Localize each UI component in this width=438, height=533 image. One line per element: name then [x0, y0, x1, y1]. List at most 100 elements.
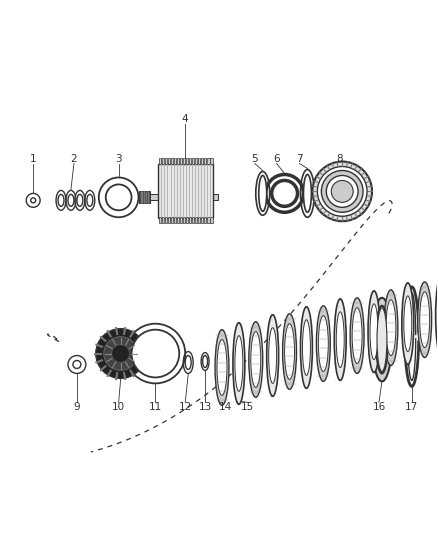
Ellipse shape: [336, 312, 344, 367]
Circle shape: [321, 171, 363, 212]
Ellipse shape: [334, 299, 346, 381]
Bar: [189, 158, 191, 164]
Bar: [162, 217, 164, 223]
Circle shape: [272, 181, 297, 206]
Ellipse shape: [235, 336, 243, 391]
Bar: [205, 217, 206, 223]
Bar: [186, 158, 188, 164]
Bar: [159, 164, 213, 218]
Circle shape: [112, 345, 130, 362]
Ellipse shape: [185, 356, 191, 369]
Ellipse shape: [352, 308, 362, 364]
Bar: [198, 217, 201, 223]
Circle shape: [318, 166, 367, 216]
Ellipse shape: [386, 300, 396, 356]
Bar: [192, 158, 194, 164]
Bar: [208, 158, 209, 164]
Text: 7: 7: [296, 154, 303, 164]
Ellipse shape: [372, 298, 392, 382]
Ellipse shape: [259, 175, 267, 211]
Bar: [174, 217, 176, 223]
Ellipse shape: [267, 315, 279, 397]
Ellipse shape: [268, 328, 277, 383]
Bar: [165, 217, 167, 223]
Ellipse shape: [303, 320, 311, 375]
Text: 10: 10: [112, 402, 125, 412]
Bar: [150, 195, 218, 200]
Bar: [205, 158, 206, 164]
Text: 14: 14: [218, 402, 232, 412]
Bar: [192, 217, 194, 223]
Ellipse shape: [370, 304, 378, 360]
Text: 2: 2: [71, 154, 77, 164]
Ellipse shape: [87, 195, 93, 206]
Ellipse shape: [283, 314, 297, 389]
Ellipse shape: [316, 306, 330, 382]
Circle shape: [104, 337, 138, 370]
Ellipse shape: [215, 330, 229, 405]
Bar: [186, 217, 188, 223]
Ellipse shape: [384, 290, 398, 366]
Bar: [177, 217, 179, 223]
Ellipse shape: [418, 282, 431, 358]
Text: 8: 8: [336, 154, 343, 164]
Ellipse shape: [285, 324, 294, 379]
Text: 9: 9: [74, 402, 80, 412]
Text: 4: 4: [182, 114, 188, 124]
Ellipse shape: [77, 195, 83, 206]
Circle shape: [73, 360, 81, 368]
Bar: [159, 158, 161, 164]
Circle shape: [96, 329, 145, 378]
Text: 3: 3: [115, 154, 122, 164]
Text: 16: 16: [372, 402, 385, 412]
Ellipse shape: [420, 292, 430, 348]
Text: 17: 17: [405, 402, 418, 412]
Circle shape: [31, 198, 35, 203]
Bar: [189, 217, 191, 223]
Bar: [201, 158, 203, 164]
Bar: [159, 217, 161, 223]
Ellipse shape: [251, 332, 261, 387]
Ellipse shape: [402, 283, 414, 365]
Ellipse shape: [318, 316, 328, 372]
Bar: [198, 158, 201, 164]
Ellipse shape: [368, 291, 380, 373]
Ellipse shape: [304, 174, 311, 212]
Bar: [183, 158, 185, 164]
Circle shape: [331, 181, 353, 203]
Text: 5: 5: [251, 154, 258, 164]
Bar: [208, 217, 209, 223]
Text: 6: 6: [273, 154, 280, 164]
Bar: [162, 158, 164, 164]
Ellipse shape: [203, 356, 208, 367]
Bar: [183, 217, 185, 223]
Ellipse shape: [377, 308, 387, 372]
Bar: [168, 158, 170, 164]
Text: 1: 1: [30, 154, 36, 164]
Bar: [195, 158, 198, 164]
Ellipse shape: [436, 275, 438, 357]
Bar: [138, 191, 150, 203]
Bar: [211, 217, 212, 223]
Ellipse shape: [58, 195, 64, 206]
Ellipse shape: [233, 322, 245, 404]
Ellipse shape: [68, 195, 74, 206]
Circle shape: [312, 161, 372, 221]
Bar: [174, 158, 176, 164]
Bar: [177, 158, 179, 164]
Ellipse shape: [300, 307, 312, 389]
Circle shape: [131, 330, 179, 377]
Circle shape: [106, 184, 131, 211]
Ellipse shape: [350, 298, 364, 374]
Bar: [165, 158, 167, 164]
Text: 12: 12: [179, 402, 192, 412]
Ellipse shape: [404, 296, 412, 352]
Bar: [195, 217, 198, 223]
Bar: [171, 217, 173, 223]
Bar: [168, 217, 170, 223]
Text: 13: 13: [198, 402, 212, 412]
Ellipse shape: [217, 340, 227, 395]
Circle shape: [326, 175, 358, 207]
Bar: [201, 217, 203, 223]
Bar: [180, 158, 182, 164]
